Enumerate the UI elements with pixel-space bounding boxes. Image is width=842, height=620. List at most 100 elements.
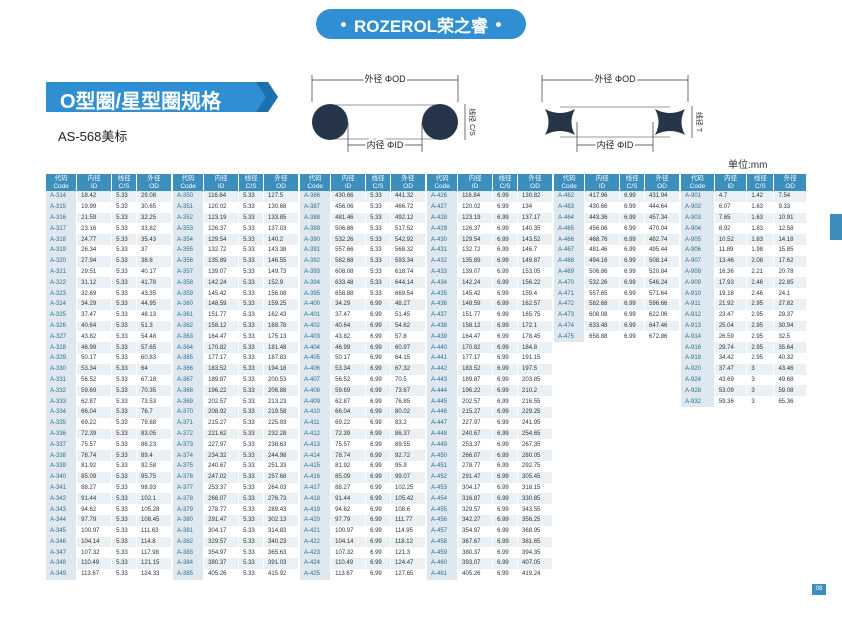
table-cell: 5.33 bbox=[238, 342, 265, 353]
table-cell: 380.37 bbox=[457, 547, 494, 559]
table-row: A-909 17.93 2.46 22.85 bbox=[681, 277, 807, 289]
table-cell: 5.33 bbox=[238, 320, 265, 332]
table-cell: 100.97 bbox=[76, 525, 113, 537]
table-cell: 5.33 bbox=[111, 417, 138, 429]
column-header-zh: 线径 bbox=[244, 175, 258, 182]
table-row: A-444 196.22 6.99 210.2 bbox=[427, 385, 553, 397]
table-cell: 5.33 bbox=[238, 191, 265, 202]
table-cell: 240.67 bbox=[203, 460, 240, 472]
table-row: A-360 148.59 5.33 159.25 bbox=[173, 298, 299, 310]
table-cell: A-472 bbox=[554, 298, 586, 310]
table-cell: 197.5 bbox=[517, 363, 553, 375]
table-cell: 208.92 bbox=[203, 406, 240, 418]
column-header: 线径 C/S bbox=[238, 174, 265, 191]
table-cell: A-360 bbox=[173, 298, 205, 310]
table-row: A-443 189.87 6.99 203.85 bbox=[427, 374, 553, 386]
table-cell: 53.34 bbox=[330, 363, 367, 375]
table-row: A-446 215.27 6.99 229.25 bbox=[427, 406, 553, 418]
column-header-zh: 内径 bbox=[87, 175, 101, 182]
table-cell: 5.33 bbox=[365, 244, 392, 256]
table-row: A-403 43.82 6.99 57.8 bbox=[300, 331, 426, 343]
page-number: 08 bbox=[812, 584, 826, 595]
table-cell: 4.7 bbox=[714, 191, 748, 202]
table-cell: 14.18 bbox=[773, 234, 807, 245]
column-header-zh: 线径 bbox=[753, 175, 767, 182]
table-cell: 658.88 bbox=[330, 288, 367, 299]
table-cell: 276.73 bbox=[263, 493, 299, 505]
table-row: A-908 16.36 2.21 20.78 bbox=[681, 266, 807, 278]
table-cell: 5.33 bbox=[111, 212, 138, 224]
table-row: A-459 380.37 6.99 394.35 bbox=[427, 547, 553, 559]
table-row: A-343 94.62 5.33 105.28 bbox=[46, 504, 172, 515]
table-cell: 6.99 bbox=[365, 320, 392, 332]
table-cell: A-419 bbox=[300, 504, 332, 515]
table-cell: 557.66 bbox=[330, 244, 367, 256]
table-cell: A-463 bbox=[554, 201, 586, 213]
table-cell: 251.33 bbox=[263, 460, 299, 472]
table-cell: 419.24 bbox=[517, 568, 553, 580]
table-cell: 196.22 bbox=[457, 385, 494, 397]
table-row: A-379 278.77 5.33 289.43 bbox=[173, 504, 299, 515]
table-cell: 123.19 bbox=[457, 212, 494, 224]
table-cell: A-475 bbox=[554, 331, 586, 343]
table-cell: 227.97 bbox=[457, 417, 494, 429]
table-cell: 5.33 bbox=[238, 385, 265, 397]
table-cell: 368.95 bbox=[517, 525, 553, 537]
table-cell: 430.66 bbox=[330, 191, 367, 202]
table-row: A-408 59.69 6.99 73.67 bbox=[300, 385, 426, 397]
table-cell: 151.77 bbox=[203, 309, 240, 321]
table-cell: 608.08 bbox=[330, 266, 367, 278]
table-cell: 5.33 bbox=[111, 547, 138, 559]
table-cell: 5.33 bbox=[111, 201, 138, 213]
table-cell: 215.27 bbox=[203, 417, 240, 429]
table-cell: 168.78 bbox=[263, 320, 299, 332]
table-cell: 9.33 bbox=[773, 201, 807, 213]
table-cell: 6.99 bbox=[492, 536, 519, 548]
table-cell: 229.25 bbox=[517, 406, 553, 418]
table-cell: A-355 bbox=[173, 244, 205, 256]
table-cell: 6.99 bbox=[492, 352, 519, 364]
table-cell: 6.99 bbox=[492, 234, 519, 245]
table-cell: 86.23 bbox=[136, 439, 172, 451]
column-header-zh: 外径 bbox=[401, 175, 415, 182]
table-cell: 148.59 bbox=[457, 298, 494, 310]
table-cell: 608.08 bbox=[584, 309, 621, 321]
column-header-en: Code bbox=[307, 182, 323, 190]
table-cell: 51.3 bbox=[136, 320, 172, 332]
table-cell: 124.47 bbox=[390, 558, 426, 569]
table-row: A-346 104.14 5.33 114.8 bbox=[46, 536, 172, 548]
table-cell: 183.52 bbox=[457, 363, 494, 375]
column-header-zh: 外径 bbox=[147, 175, 161, 182]
table-cell: 6.99 bbox=[492, 309, 519, 321]
table-cell: 69.22 bbox=[76, 417, 113, 429]
table-cell: 35.64 bbox=[773, 342, 807, 353]
table-cell: A-356 bbox=[173, 255, 205, 267]
table-cell: 43.69 bbox=[714, 374, 748, 386]
table-cell: A-335 bbox=[46, 417, 78, 429]
table-cell: A-374 bbox=[173, 450, 205, 461]
table-cell: 5.33 bbox=[238, 266, 265, 278]
table-cell: 78.74 bbox=[330, 450, 367, 461]
column-header-en: Code bbox=[689, 182, 706, 190]
table-cell: 6.99 bbox=[365, 374, 392, 386]
table-cell: A-407 bbox=[300, 374, 332, 386]
table-cell: 66.04 bbox=[330, 406, 367, 418]
table-cell: 3 bbox=[746, 396, 775, 407]
table-cell: 1.42 bbox=[746, 191, 775, 202]
spec-table: 代码 Code 内径 ID 线径 C/S 外径 OD A-426 116.84 6.99 130.82… bbox=[427, 174, 553, 580]
table-cell: A-331 bbox=[46, 374, 78, 386]
table-cell: A-444 bbox=[427, 385, 459, 397]
table-cell: 32.25 bbox=[136, 212, 172, 224]
table-cell: A-342 bbox=[46, 493, 78, 505]
table-row: A-423 107.32 6.99 121.3 bbox=[300, 547, 426, 559]
table-row: A-393 608.08 5.33 618.74 bbox=[300, 266, 426, 278]
table-cell: A-912 bbox=[681, 309, 715, 321]
table-cell: 1.83 bbox=[746, 223, 775, 235]
table-row: A-361 151.77 5.33 162.43 bbox=[173, 309, 299, 321]
table-cell: 6.99 bbox=[492, 342, 519, 353]
table-cell: 6.99 bbox=[492, 482, 519, 494]
table-cell: 72.39 bbox=[76, 428, 113, 440]
table-cell: 31.12 bbox=[76, 277, 113, 289]
table-row: A-323 32.69 5.33 43.35 bbox=[46, 288, 172, 299]
table-cell: 5.33 bbox=[238, 428, 265, 440]
